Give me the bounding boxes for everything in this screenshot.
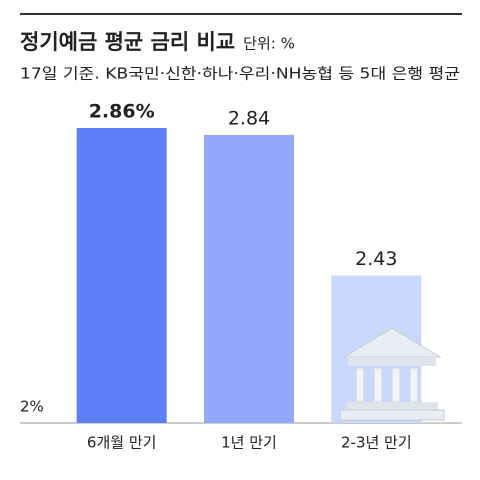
bank-icon (339, 327, 445, 421)
unit-label: 단위: % (243, 35, 295, 53)
y-tick-label: 2% (20, 398, 44, 416)
x-tick-label: 6개월 만기 (87, 434, 157, 452)
bar (76, 128, 167, 423)
subtitle: 17일 기준. KB국민·신한·하나·우리·NH농협 등 5대 은행 평균 (20, 65, 460, 83)
value-label: 2.84 (228, 107, 270, 129)
value-label: 2.86% (89, 101, 155, 123)
value-label: 2.43 (355, 248, 397, 270)
chart-title: 정기예금 평균 금리 비교 (20, 30, 235, 54)
x-tick-label: 2-3년 만기 (341, 434, 412, 452)
bar (204, 134, 294, 423)
x-tick-label: 1년 만기 (221, 434, 277, 452)
